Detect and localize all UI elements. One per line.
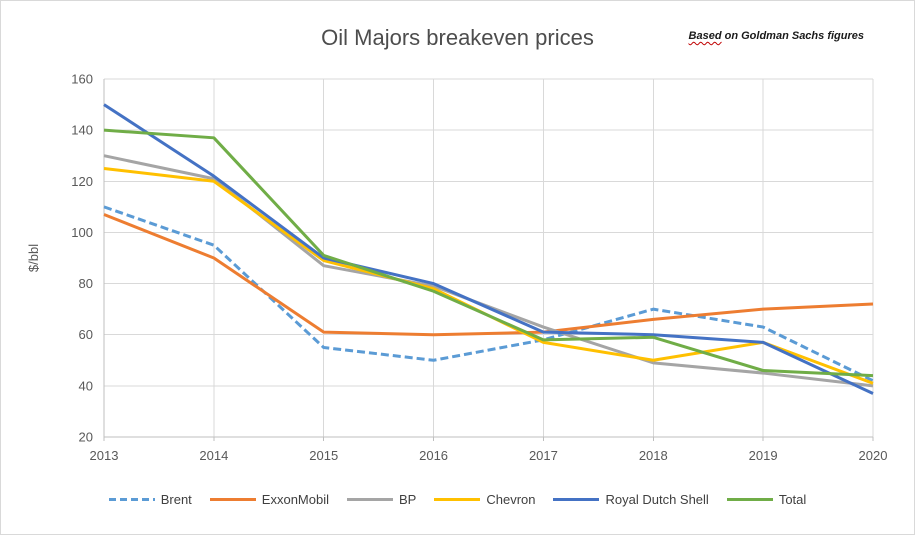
legend-item-chevron: Chevron — [434, 492, 535, 507]
legend-item-bp: BP — [347, 492, 416, 507]
legend-label-total: Total — [778, 491, 807, 507]
x-tick-label: 2020 — [859, 448, 888, 463]
legend-item-brent: Brent — [108, 491, 192, 507]
annotation-misspelled-word: Based — [688, 30, 722, 42]
legend-label-chevron: Chevron — [486, 491, 536, 507]
chart-annotation: Based on Goldman Sachs figures — [689, 30, 864, 42]
chart-legend: Brent ExxonMobil BP Chevron Royal Dutch Shel… — [1, 489, 914, 509]
x-tick-label: 2015 — [309, 448, 338, 463]
legend-line-swatch-bp — [347, 497, 393, 501]
legend-label-bp: BP — [399, 491, 417, 507]
y-tick-label: 100 — [71, 225, 93, 240]
y-tick-label: 40 — [79, 378, 93, 393]
annotation-text: on Goldman Sachs figures — [721, 30, 864, 42]
series-line-total — [103, 128, 874, 378]
legend-line-swatch-total — [726, 497, 773, 501]
x-tick-label: 2018 — [639, 448, 668, 463]
y-tick-label: 60 — [79, 327, 93, 342]
legend-line-swatch-chevron — [434, 497, 481, 501]
y-tick-label: 140 — [71, 123, 93, 138]
series-line-exxonmobil — [103, 213, 874, 337]
legend-line-swatch-brent — [108, 497, 155, 501]
x-tick-label: 2017 — [529, 448, 558, 463]
y-tick-label: 20 — [79, 430, 93, 445]
y-axis-title: $/bbl — [26, 244, 41, 272]
legend-label-exxonmobil: ExxonMobil — [261, 491, 329, 507]
chart-title: Oil Majors breakeven prices — [321, 25, 594, 50]
x-tick-label: 2014 — [199, 448, 228, 463]
legend-item-total: Total — [726, 491, 807, 507]
legend-line-swatch-exxonmobil — [209, 497, 256, 501]
y-tick-label: 120 — [71, 174, 93, 189]
legend-item-exxonmobil: ExxonMobil — [209, 491, 329, 507]
legend-label-royal-dutch-shell: Royal Dutch Shell — [605, 491, 709, 507]
series-line-brent — [103, 205, 874, 383]
x-tick-label: 2016 — [419, 448, 448, 463]
y-tick-label: 80 — [79, 276, 93, 291]
x-tick-label: 2019 — [749, 448, 778, 463]
y-tick-label: 160 — [71, 72, 93, 87]
series-line-royal-dutch-shell — [103, 103, 874, 395]
x-tick-label: 2013 — [90, 448, 119, 463]
legend-item-royal-dutch-shell: Royal Dutch Shell — [553, 491, 709, 507]
legend-label-brent: Brent — [160, 491, 192, 507]
legend-line-swatch-royal-dutch-shell — [553, 497, 600, 501]
